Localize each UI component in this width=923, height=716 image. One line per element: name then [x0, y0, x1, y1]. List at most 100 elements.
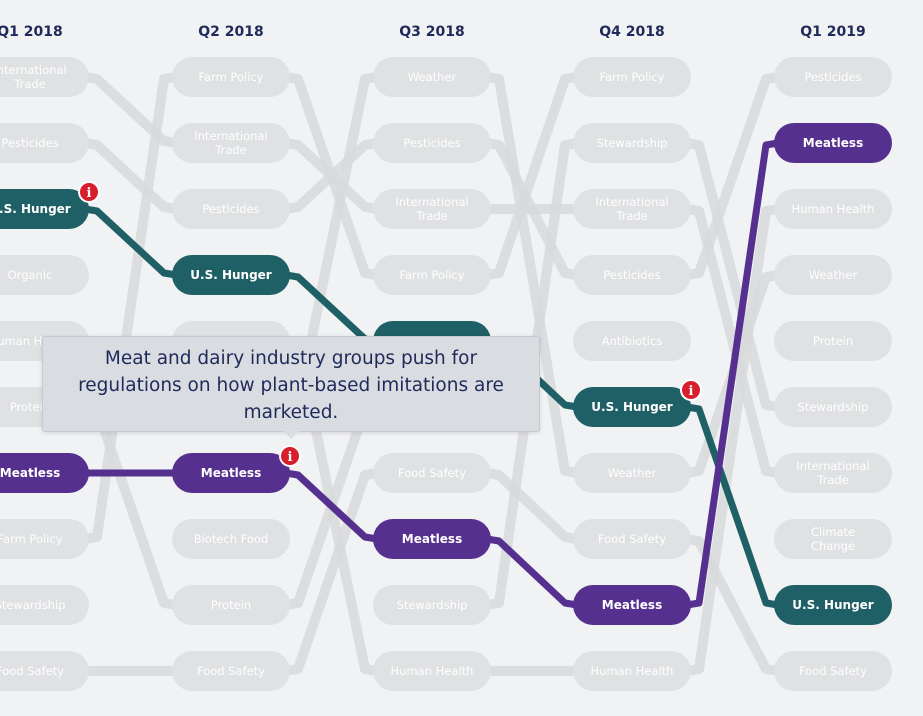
pill-pesticides-q3-2018[interactable]: Pesticides	[373, 123, 491, 163]
pill-stewardship-q4-2018[interactable]: Stewardship	[573, 123, 691, 163]
pill-u-s-hunger-q2-2018[interactable]: U.S. Hunger	[172, 255, 290, 295]
info-icon-glyph: i	[689, 384, 694, 399]
pill-label: Weather	[408, 70, 457, 84]
pill-label: Protein	[10, 400, 50, 414]
info-marker-meatless-q2-2018[interactable]: i	[279, 445, 301, 467]
pill-shape	[573, 57, 691, 97]
pill-shape	[172, 585, 290, 625]
pill-weather-q1-2019[interactable]: Weather	[774, 255, 892, 295]
pill-stewardship-q3-2018[interactable]: Stewardship	[373, 585, 491, 625]
pill-label: Meatless	[803, 136, 863, 150]
pill-label: Farm Policy	[399, 268, 464, 282]
pill-human-health-q3-2018[interactable]: Human Health	[373, 651, 491, 691]
pill-label: Antibiotics	[602, 334, 662, 348]
pill-farm-policy-q3-2018[interactable]: Farm Policy	[373, 255, 491, 295]
pill-international-trade-q4-2018[interactable]: International Trade	[573, 189, 691, 229]
pill-food-safety-q1-2018[interactable]: Food Safety	[0, 651, 89, 691]
pill-international-trade-q3-2018[interactable]: International Trade	[373, 189, 491, 229]
column-header-q4-2018: Q4 2018	[599, 24, 664, 40]
pill-label: Food Safety	[398, 466, 466, 480]
pill-label: U.S. Hunger	[591, 400, 673, 414]
pill-human-health-q1-2019[interactable]: Human Health	[774, 189, 892, 229]
pill-label: Climate Change	[811, 525, 855, 553]
pill-label: Pesticides	[403, 136, 460, 150]
pill-meatless-q3-2018[interactable]: Meatless	[373, 519, 491, 559]
pill-label: Meatless	[0, 466, 60, 480]
pill-shape	[774, 321, 892, 361]
pill-label: Food Safety	[799, 664, 867, 678]
pill-international-trade-q1-2018[interactable]: International Trade	[0, 57, 89, 97]
pill-shape	[774, 519, 892, 559]
pill-label: Farm Policy	[0, 532, 63, 546]
pill-meatless-q1-2018[interactable]: Meatless	[0, 453, 89, 493]
pill-label: Biotech Food	[194, 532, 269, 546]
pill-human-health-q4-2018[interactable]: Human Health	[573, 651, 691, 691]
pill-label: Protein	[211, 598, 251, 612]
pill-label: Weather	[608, 466, 657, 480]
pill-meatless-q2-2018[interactable]: Meatless	[172, 453, 290, 493]
pill-label: Pesticides	[804, 70, 861, 84]
pill-shape	[774, 255, 892, 295]
pill-shape	[573, 255, 691, 295]
tooltip-arrow	[283, 431, 299, 439]
pill-label: Stewardship	[397, 598, 468, 612]
pill-food-safety-q2-2018[interactable]: Food Safety	[172, 651, 290, 691]
pill-shape	[172, 453, 290, 493]
column-header-q1-2018: Q1 2018	[0, 24, 63, 40]
pill-stewardship-q1-2019[interactable]: Stewardship	[774, 387, 892, 427]
pill-pesticides-q1-2018[interactable]: Pesticides	[0, 123, 89, 163]
pill-shape	[573, 651, 691, 691]
pill-label: Food Safety	[0, 664, 64, 678]
pill-u-s-hunger-q1-2019[interactable]: U.S. Hunger	[774, 585, 892, 625]
pill-shape	[373, 255, 491, 295]
pill-shape	[373, 453, 491, 493]
pill-farm-policy-q2-2018[interactable]: Farm Policy	[172, 57, 290, 97]
pill-pesticides-q2-2018[interactable]: Pesticides	[172, 189, 290, 229]
info-icon-glyph: i	[288, 450, 293, 465]
pill-shape	[0, 519, 89, 559]
pill-food-safety-q4-2018[interactable]: Food Safety	[573, 519, 691, 559]
pill-label: International Trade	[796, 459, 869, 487]
info-marker-u-s-hunger-q4-2018[interactable]: i	[680, 379, 702, 401]
info-icon[interactable]	[78, 181, 100, 203]
pill-label: Stewardship	[798, 400, 869, 414]
pill-farm-policy-q1-2018[interactable]: Farm Policy	[0, 519, 89, 559]
pill-farm-policy-q4-2018[interactable]: Farm Policy	[573, 57, 691, 97]
info-icon[interactable]	[279, 445, 301, 467]
pill-meatless-q4-2018[interactable]: Meatless	[573, 585, 691, 625]
pill-weather-q4-2018[interactable]: Weather	[573, 453, 691, 493]
pill-meatless-q1-2019[interactable]: Meatless	[774, 123, 892, 163]
info-icon[interactable]	[680, 379, 702, 401]
pill-international-trade-q2-2018[interactable]: International Trade	[172, 123, 290, 163]
pill-shape	[0, 255, 89, 295]
pill-food-safety-q3-2018[interactable]: Food Safety	[373, 453, 491, 493]
pill-shape	[774, 189, 892, 229]
pill-food-safety-q1-2019[interactable]: Food Safety	[774, 651, 892, 691]
pill-label: Stewardship	[0, 598, 65, 612]
pill-label: Weather	[809, 268, 858, 282]
pill-antibiotics-q4-2018[interactable]: Antibiotics	[573, 321, 691, 361]
pill-shape	[373, 123, 491, 163]
pill-shape	[573, 387, 691, 427]
pill-biotech-food-q2-2018[interactable]: Biotech Food	[172, 519, 290, 559]
pill-organic-q1-2018[interactable]: Organic	[0, 255, 89, 295]
info-marker-u-s-hunger-q1-2018[interactable]: i	[78, 181, 100, 203]
pill-shape	[573, 585, 691, 625]
pill-shape	[774, 453, 892, 493]
column-header-q2-2018: Q2 2018	[198, 24, 263, 40]
pill-protein-q2-2018[interactable]: Protein	[172, 585, 290, 625]
pill-weather-q3-2018[interactable]: Weather	[373, 57, 491, 97]
pill-shape	[774, 57, 892, 97]
pill-pesticides-q4-2018[interactable]: Pesticides	[573, 255, 691, 295]
pill-protein-q1-2019[interactable]: Protein	[774, 321, 892, 361]
pill-u-s-hunger-q1-2018[interactable]: U.S. Hunger	[0, 189, 89, 229]
pill-pesticides-q1-2019[interactable]: Pesticides	[774, 57, 892, 97]
pill-climate-change-q1-2019[interactable]: Climate Change	[774, 519, 892, 559]
pill-international-trade-q1-2019[interactable]: International Trade	[774, 453, 892, 493]
pill-shape	[0, 453, 89, 493]
pill-u-s-hunger-q4-2018[interactable]: U.S. Hunger	[573, 387, 691, 427]
pill-shape	[373, 519, 491, 559]
pill-label: U.S. Hunger	[0, 202, 71, 216]
pill-stewardship-q1-2018[interactable]: Stewardship	[0, 585, 89, 625]
pill-shape	[0, 651, 89, 691]
